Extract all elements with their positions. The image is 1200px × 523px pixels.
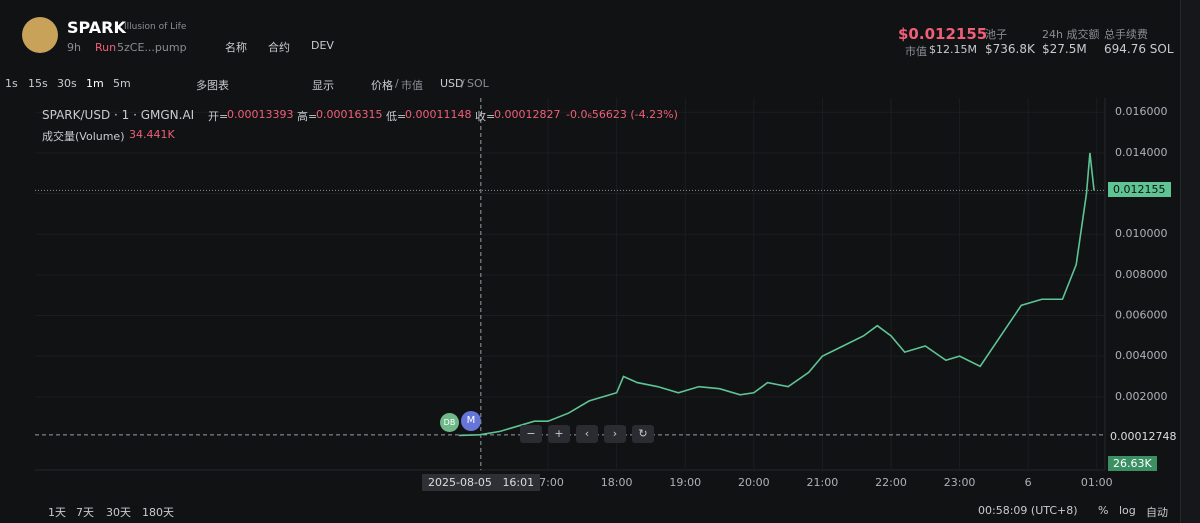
ohlc: 0.00011148: [405, 108, 472, 121]
volume: 34.441K: [129, 128, 175, 141]
x-tick-label: 20:00: [738, 476, 770, 489]
cross-date: 2025-08-05: [428, 476, 492, 489]
x-tick-label: 19:00: [669, 476, 701, 489]
tool-column: [0, 98, 30, 498]
price-toggle[interactable]: 价格: [371, 79, 393, 92]
token-name: SPARK: [67, 18, 126, 37]
x-tick-label: 21:00: [807, 476, 839, 489]
ohlc-label: 收=: [475, 110, 496, 123]
link[interactable]: 名称: [225, 41, 247, 54]
mcap-label: 市值: [905, 45, 927, 58]
ohlc: 0.00012827: [494, 108, 561, 121]
mcap: $12.15M: [929, 43, 977, 56]
range[interactable]: 1天: [48, 506, 66, 519]
age: 9h: [67, 41, 81, 54]
marker[interactable]: M: [461, 411, 481, 431]
y-tick-label: 0.002000: [1115, 390, 1168, 403]
cross-x-label: 2025-08-05 16:01: [422, 474, 541, 491]
range[interactable]: 180天: [142, 506, 174, 519]
log-toggle[interactable]: log: [1119, 504, 1136, 517]
sol-toggle[interactable]: SOL: [467, 77, 489, 90]
last-volume-label: 26.63K: [1108, 456, 1157, 471]
interval[interactable]: 30s: [57, 77, 77, 90]
volume-label: 成交量(Volume): [42, 130, 125, 143]
tagline: Illusion of Life: [124, 22, 187, 32]
price: $0.012155: [898, 25, 988, 43]
change: -0.0₆56623 (-4.23%): [566, 108, 678, 121]
status: Run: [95, 41, 117, 54]
scroll-left[interactable]: ‹: [576, 425, 598, 443]
multi-chart[interactable]: 多图表: [196, 79, 229, 92]
ohlc: 0.00016315: [316, 108, 383, 121]
usd-toggle[interactable]: USD: [440, 77, 464, 90]
address[interactable]: 5zCE...pump: [117, 41, 187, 54]
nav-buttons: − + ‹ › ↻: [520, 425, 654, 443]
x-tick-label: 01:00: [1081, 476, 1113, 489]
avatar: [22, 17, 58, 53]
scroll-right[interactable]: ›: [604, 425, 626, 443]
marker[interactable]: DB: [440, 413, 459, 432]
x-tick-label: 22:00: [875, 476, 907, 489]
x-tick-label: 23:00: [944, 476, 976, 489]
stat-label: 总手续费: [1104, 28, 1148, 41]
y-tick-label: 0.016000: [1115, 105, 1168, 118]
reset[interactable]: ↻: [632, 425, 654, 443]
stat-label: 池子: [985, 28, 1007, 41]
ohlc-label: 高=: [297, 110, 318, 123]
price-line: [458, 152, 1095, 437]
y-tick-label: 0.006000: [1115, 309, 1168, 322]
range[interactable]: 7天: [76, 506, 94, 519]
ohlc: 0.00013393: [227, 108, 294, 121]
range[interactable]: 30天: [106, 506, 131, 519]
zoom-out[interactable]: −: [520, 425, 542, 443]
y-tick-label: 0.008000: [1115, 268, 1168, 281]
display[interactable]: 显示: [312, 79, 334, 92]
side-panel: [1180, 0, 1200, 523]
x-tick-label: 6: [1025, 476, 1032, 489]
last-price-label: 0.012155: [1108, 182, 1171, 198]
interval[interactable]: 1s: [5, 77, 18, 90]
symbol: SPARK/USD · 1 · GMGN.AI: [42, 108, 195, 122]
interval[interactable]: 15s: [28, 77, 48, 90]
interval[interactable]: 5m: [113, 77, 131, 90]
stat-value: $27.5M: [1042, 42, 1087, 56]
zoom-in[interactable]: +: [548, 425, 570, 443]
auto-toggle[interactable]: 自动: [1146, 506, 1168, 519]
interval[interactable]: 1m: [86, 77, 104, 90]
x-tick-label: 18:00: [601, 476, 633, 489]
pct-toggle[interactable]: %: [1098, 504, 1109, 517]
sep: /: [395, 77, 399, 90]
mcap-toggle[interactable]: 市值: [401, 79, 423, 92]
ohlc-label: 低=: [386, 110, 407, 123]
sep: /: [461, 77, 465, 90]
clock: 00:58:09 (UTC+8): [978, 504, 1078, 517]
cross-time: 16:01: [502, 476, 535, 489]
y-tick-label: 0.010000: [1115, 227, 1168, 240]
y-tick-label: 0.014000: [1115, 146, 1168, 159]
cross-y-label: 0.00012748: [1110, 430, 1177, 443]
stat-label: 24h 成交额: [1042, 28, 1100, 41]
link[interactable]: DEV: [311, 39, 334, 52]
link[interactable]: 合约: [268, 41, 290, 54]
stat-value: $736.8K: [985, 42, 1035, 56]
y-tick-label: 0.004000: [1115, 349, 1168, 362]
ohlc-label: 开=: [208, 110, 229, 123]
stat-value: 694.76 SOL: [1104, 42, 1174, 56]
